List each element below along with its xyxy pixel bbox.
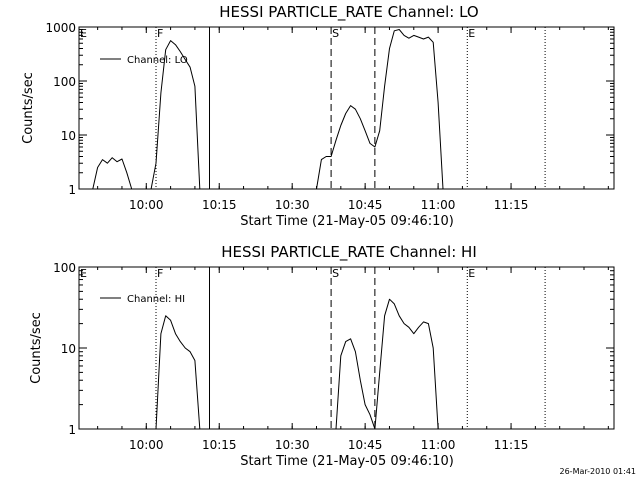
- series-line: [316, 29, 444, 190]
- x-tick-label: 10:30: [275, 438, 310, 452]
- y-tick-label: 1: [68, 183, 76, 197]
- x-tick-label: 10:15: [202, 198, 237, 212]
- legend: Channel: HI: [100, 294, 185, 305]
- x-axis-label: Start Time (21-May-05 09:46:10): [240, 214, 454, 229]
- panel-hi: HESSI PARTICLE_RATE Channel: HI 10:00 10:…: [29, 243, 615, 469]
- legend-label: Channel: LO: [127, 55, 188, 66]
- x-tick-label: 10:45: [348, 438, 383, 452]
- time-marker-label: S: [332, 267, 339, 280]
- x-tick-label: 11:00: [421, 438, 456, 452]
- plot-frame: [78, 266, 615, 430]
- series-group: [155, 298, 439, 430]
- series-line: [92, 157, 133, 190]
- tick-group: 10:00 10:15 10:30 10:45 11:00 11:15 1 10 100 1000: [45, 21, 614, 212]
- time-marker-label: E: [80, 27, 87, 40]
- time-marker-label: E: [468, 27, 475, 40]
- panel-lo: HESSI PARTICLE_RATE Channel: LO 10:00 10:…: [21, 3, 615, 229]
- chart-title: HESSI PARTICLE_RATE Channel: HI: [221, 243, 477, 262]
- y-axis-label: Counts/sec: [21, 72, 36, 144]
- x-tick-label: 10:45: [348, 198, 383, 212]
- x-tick-label: 10:30: [275, 198, 310, 212]
- y-tick-label: 10: [61, 342, 76, 356]
- x-tick-label: 11:15: [494, 438, 529, 452]
- plot-frame: [78, 26, 615, 190]
- series-group: [92, 29, 444, 190]
- time-marker-label: F: [157, 267, 163, 280]
- time-marker-label: F: [157, 27, 163, 40]
- time-marker-label: S: [332, 27, 339, 40]
- x-tick-label: 10:15: [202, 438, 237, 452]
- y-tick-label: 100: [53, 75, 76, 89]
- tick-group: 10:00 10:15 10:30 10:45 11:00 11:15 1 10 100: [53, 261, 614, 452]
- x-tick-label: 10:00: [129, 198, 164, 212]
- time-marker-label: E: [80, 267, 87, 280]
- x-tick-label: 11:15: [494, 198, 529, 212]
- y-axis-label: Counts/sec: [29, 312, 44, 384]
- x-tick-label: 11:00: [421, 198, 456, 212]
- chart-title: HESSI PARTICLE_RATE Channel: LO: [219, 3, 478, 22]
- series-line: [335, 298, 439, 430]
- time-marker-label: E: [468, 267, 475, 280]
- series-line: [155, 315, 201, 430]
- footer-timestamp: 26-Mar-2010 01:41: [560, 467, 637, 476]
- y-tick-label: 10: [61, 129, 76, 143]
- x-tick-label: 10:00: [129, 438, 164, 452]
- x-axis-label: Start Time (21-May-05 09:46:10): [240, 454, 454, 469]
- y-tick-label: 100: [53, 261, 76, 275]
- legend: Channel: LO: [100, 55, 188, 66]
- y-tick-label: 1: [68, 423, 76, 437]
- y-tick-label: 1000: [45, 21, 76, 35]
- series-line: [150, 40, 201, 190]
- legend-label: Channel: HI: [127, 294, 185, 305]
